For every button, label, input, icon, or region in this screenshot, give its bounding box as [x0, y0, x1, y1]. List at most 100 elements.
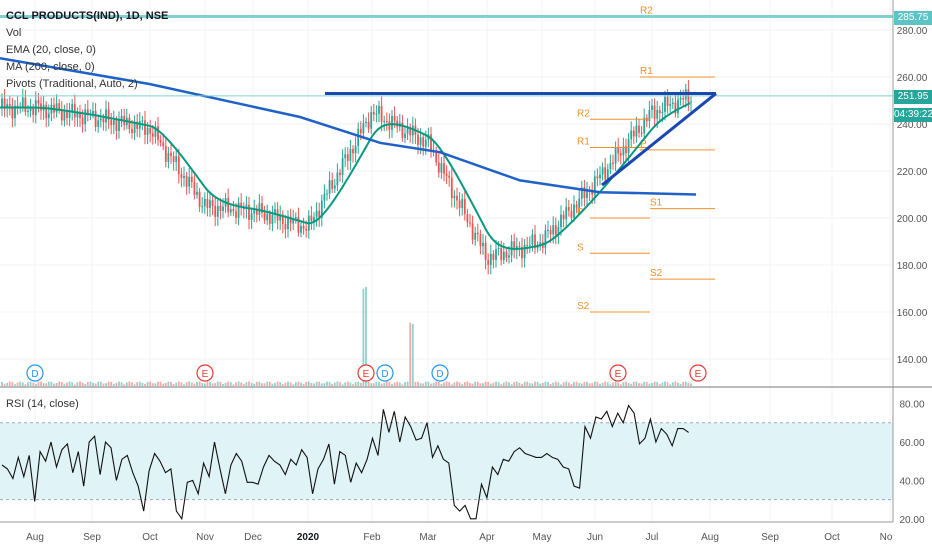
volume-bar [211, 383, 214, 386]
candle-body [640, 132, 643, 134]
time-tick-label: 2020 [297, 532, 320, 543]
candle-body [383, 120, 386, 122]
volume-bar [73, 384, 76, 386]
volume-bar [570, 384, 573, 386]
volume-bar [344, 382, 347, 386]
candle-body [279, 214, 282, 221]
candle-body [292, 218, 295, 224]
candle-body [463, 199, 466, 215]
time-tick-label: May [533, 532, 552, 543]
volume-bar [502, 382, 505, 386]
event-marker [376, 364, 394, 382]
candle-body [6, 104, 9, 109]
candle-body [133, 121, 136, 134]
volume-bar [619, 384, 622, 386]
volume-bar [63, 384, 66, 386]
legend-pivots[interactable]: Pivots (Traditional, Auto, 2) [6, 78, 138, 90]
rsi-line [1, 404, 689, 521]
volume-bar [81, 382, 84, 386]
candle-body [391, 115, 393, 130]
volume-bar [115, 382, 118, 386]
volume-bar [690, 383, 692, 386]
volume-bar [554, 381, 557, 386]
time-tick-label: Jul [646, 532, 659, 543]
time-tick-label: Dec [244, 532, 262, 543]
volume-bar [645, 381, 648, 386]
volume-bar [593, 381, 596, 386]
volume-bar [339, 382, 341, 386]
candle-body [24, 97, 27, 113]
volume-bar [648, 383, 651, 386]
candle-body [37, 100, 40, 104]
candle-body [674, 102, 677, 114]
candle-body [201, 206, 204, 208]
rsi-legend[interactable]: RSI (14, close) [6, 398, 79, 410]
volume-bar [505, 381, 508, 386]
candles [1, 79, 692, 275]
candle-body [294, 217, 297, 219]
volume-bar [164, 382, 167, 386]
candle-body [71, 103, 74, 112]
legend-ma[interactable]: MA (200, close, 0) [6, 61, 95, 73]
volume-bar [521, 383, 523, 386]
candle-body [302, 225, 305, 229]
candle-body [404, 133, 406, 138]
candle-body [289, 216, 292, 224]
event-label: E [695, 369, 702, 380]
volume-bar [518, 382, 521, 386]
candle-body [227, 198, 230, 213]
candle-body [136, 121, 139, 129]
volume-bar [16, 382, 19, 386]
volume-bar [565, 381, 568, 386]
candle-body [339, 172, 341, 176]
candle-body [536, 246, 539, 249]
volume-bar [539, 383, 542, 386]
candle-body [482, 242, 484, 247]
pivot-label: S2 [650, 268, 663, 279]
volume-bar [203, 383, 206, 386]
volume-bar [177, 381, 180, 386]
volume-bar [242, 384, 245, 386]
volume-bar [240, 382, 243, 386]
volume-bar [250, 382, 253, 386]
volume-bar [627, 382, 630, 386]
event-label: D [31, 369, 38, 380]
candle-body [443, 163, 445, 174]
legend-vol[interactable]: Vol [6, 27, 22, 39]
volume-bar [508, 382, 510, 386]
volume-bar [326, 381, 328, 386]
candle-body [144, 120, 146, 135]
volume-bar [489, 383, 492, 386]
volume-bar [396, 381, 399, 386]
volume-bar [55, 383, 58, 386]
candle-body [297, 217, 300, 233]
candle-body [461, 199, 464, 208]
event-marker [26, 364, 44, 382]
volume-bar [453, 382, 456, 386]
candle-body [567, 207, 570, 211]
volume-bar [302, 383, 305, 386]
candle-body [248, 204, 250, 220]
volume-bar [684, 381, 687, 386]
candle-body [614, 147, 617, 164]
volume-bar [263, 383, 266, 386]
volume-bar [274, 382, 276, 386]
candle-body [8, 104, 11, 107]
candle-body [393, 115, 396, 121]
candle-body [690, 101, 692, 103]
pivot-label: P [640, 139, 647, 150]
candle-body [476, 232, 479, 235]
volume-bar [193, 384, 196, 386]
candle-body [175, 156, 178, 162]
candle-body [359, 128, 362, 134]
volume-bar [235, 382, 237, 386]
legend-ema[interactable]: EMA (20, close, 0) [6, 44, 96, 56]
time-tick-label: Oct [142, 532, 158, 543]
candle-body [209, 200, 211, 208]
candle-body [188, 176, 191, 187]
candle-body [258, 203, 261, 215]
candle-body [570, 210, 573, 218]
candle-body [68, 111, 71, 118]
level-price-tag: 285.75 [894, 11, 932, 25]
candle-body [237, 202, 240, 218]
